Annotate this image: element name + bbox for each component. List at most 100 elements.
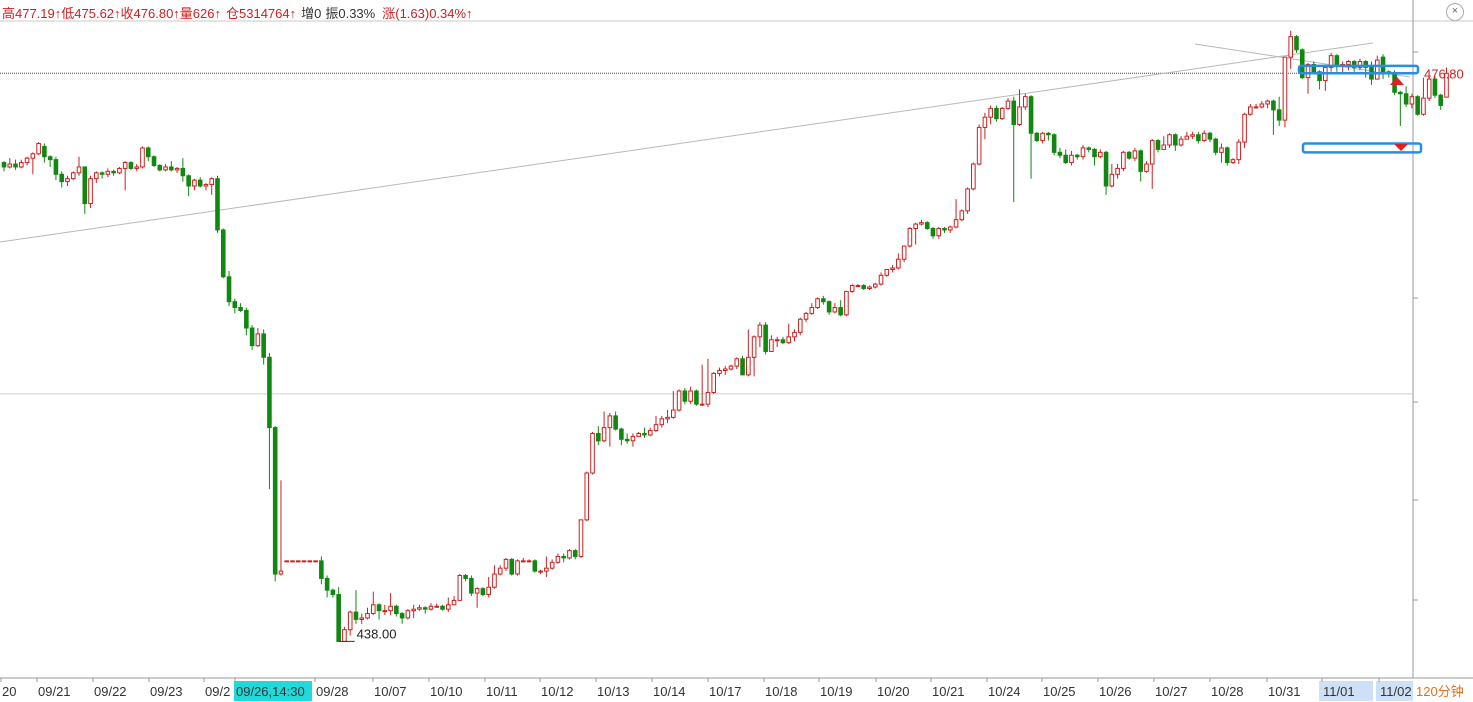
candle-up <box>1178 138 1184 146</box>
candle-down <box>469 577 474 594</box>
candle-up <box>1357 61 1363 68</box>
candle-down <box>942 227 947 231</box>
x-tick-label: 11/02 <box>1380 684 1412 699</box>
candle-down <box>509 558 515 575</box>
candle-down <box>572 550 578 557</box>
candle-down <box>532 560 538 572</box>
candle-down <box>1103 151 1109 187</box>
candle-up <box>734 358 740 367</box>
candle-down <box>244 309 249 329</box>
candle-up <box>1080 147 1086 158</box>
candle-down <box>1317 71 1322 82</box>
candle-down <box>826 301 832 313</box>
candle-up <box>855 285 861 288</box>
crosshair-time-bg <box>234 681 312 701</box>
candle-down <box>780 339 786 344</box>
candle-down <box>1213 138 1219 153</box>
candle-down <box>740 358 745 376</box>
x-tick-label: 10/28 <box>1211 684 1244 699</box>
candle-down <box>763 324 768 352</box>
support-zone-box <box>1301 142 1423 154</box>
candle-up <box>497 567 503 575</box>
candle-up <box>584 472 590 521</box>
low-value: 低475.62↑ <box>61 6 121 21</box>
candle-up <box>1230 159 1236 164</box>
time-axis: 20 09/21 09/22 09/23 09/2 09/26,14:30 09/28 10/… <box>0 678 1430 701</box>
candle-down <box>169 166 174 171</box>
candle-up <box>1328 55 1334 68</box>
candle-down <box>422 607 428 610</box>
candle-down <box>1334 55 1340 67</box>
candle-down <box>694 390 699 405</box>
candle-up <box>982 116 988 128</box>
candle-up <box>999 107 1005 120</box>
up-arrow-icon <box>1390 77 1404 85</box>
candle-down <box>1057 151 1063 156</box>
x-tick-label: 10/31 <box>1268 684 1301 699</box>
candle-down <box>1363 61 1369 68</box>
candle-up <box>705 391 711 405</box>
candle-up <box>659 418 665 426</box>
candle-up <box>971 163 976 190</box>
candle-down <box>1196 134 1201 142</box>
candle-up <box>209 178 215 186</box>
candle-up <box>1219 147 1224 153</box>
candle-up <box>688 390 693 402</box>
candle-up <box>526 560 532 563</box>
candle-up <box>1409 96 1415 105</box>
candle-down <box>1224 147 1230 164</box>
x-tick-label: 10/17 <box>709 684 742 699</box>
candle-up <box>538 570 543 573</box>
candle-up <box>751 336 757 358</box>
candle-up <box>1305 63 1311 79</box>
candle-up <box>647 430 653 436</box>
candle-down <box>399 613 405 619</box>
candle-down <box>47 156 53 161</box>
candle-up <box>1259 103 1265 108</box>
x-tick-label: 09/2 <box>205 684 230 699</box>
candle-up <box>844 290 849 316</box>
candle-up <box>1236 141 1242 161</box>
candle-up <box>515 560 520 575</box>
change-value: 涨(1.63)0.34%↑ <box>382 6 473 21</box>
open-interest-value: 仓5314764↑ <box>226 6 297 21</box>
candle-up <box>936 227 942 237</box>
candle-up <box>988 107 993 118</box>
x-tick-label: 11/01 <box>1323 684 1355 699</box>
candle-up <box>907 227 913 247</box>
candle-up <box>405 610 411 619</box>
candle-up <box>94 172 99 180</box>
candle-down <box>145 147 151 158</box>
candle-up <box>1069 154 1074 164</box>
candle-up <box>1022 96 1028 108</box>
candle-up <box>728 365 734 370</box>
candle-down <box>1438 94 1444 106</box>
candle-down <box>1034 132 1040 142</box>
candle-down <box>1051 134 1057 153</box>
candle-down <box>1028 96 1034 134</box>
candle-up <box>757 324 763 338</box>
candle-up <box>1115 167 1120 175</box>
period-label-bg <box>1413 681 1473 701</box>
candle-up <box>890 267 895 270</box>
x-tick-label: 10/20 <box>877 684 910 699</box>
candle-up <box>1444 72 1449 98</box>
candle-down <box>180 167 186 177</box>
candle-down <box>1311 63 1317 73</box>
candle-up <box>486 586 491 596</box>
x-tick-label: 10/21 <box>932 684 965 699</box>
candle-down <box>82 166 88 205</box>
candle-up <box>665 416 670 420</box>
candle-up <box>1121 151 1126 169</box>
candle-up <box>953 219 959 228</box>
candle-up <box>445 604 451 610</box>
candle-up <box>849 285 855 292</box>
candle-down <box>13 163 18 168</box>
candle-up <box>1374 59 1380 80</box>
x-tick-label: 09/26,14:30 <box>236 684 305 699</box>
candle-down <box>186 175 191 187</box>
candle-down <box>330 589 336 596</box>
candle-up <box>1253 106 1259 109</box>
candle-up <box>434 605 440 608</box>
